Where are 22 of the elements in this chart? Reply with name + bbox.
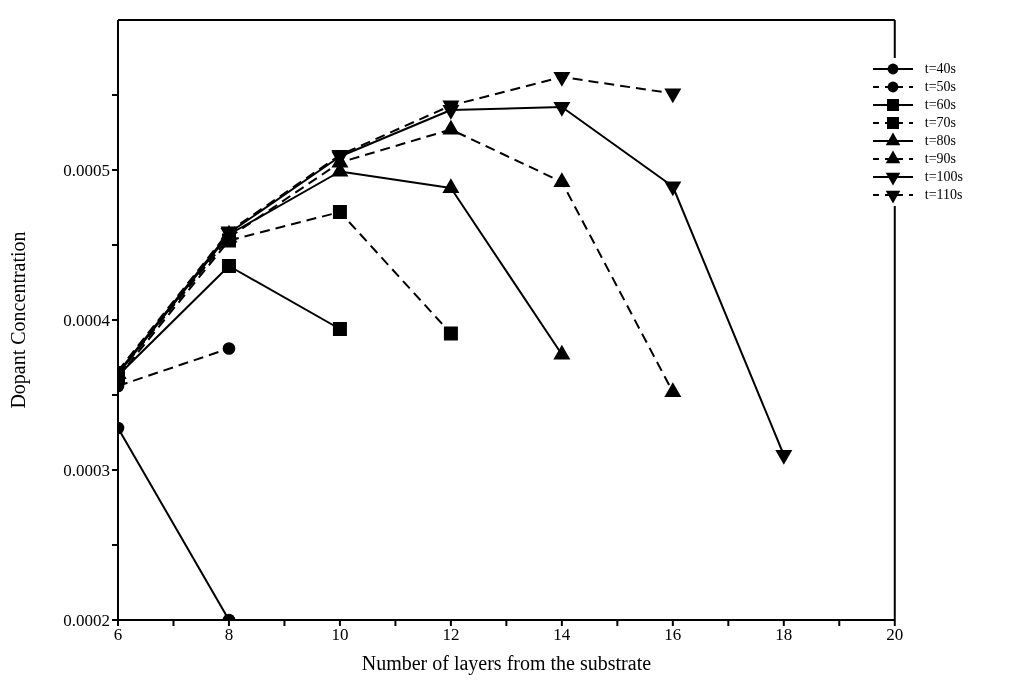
legend-label: t=50s	[924, 79, 956, 95]
x-tick-label: 18	[775, 625, 793, 645]
x-tick-label: 20	[886, 625, 904, 645]
x-tick-label: 6	[113, 625, 123, 645]
x-tick-label: 10	[331, 625, 349, 645]
legend-label: t=40s	[924, 61, 956, 77]
x-axis-title: Number of layers from the substrate	[361, 652, 652, 675]
y-tick-label: 0.0003	[63, 461, 110, 481]
y-tick-label: 0.0005	[63, 161, 110, 181]
legend-label: t=110s	[924, 187, 963, 203]
x-tick-label: 14	[553, 625, 571, 645]
legend-label: t=80s	[924, 133, 956, 149]
y-tick-label: 0.0002	[63, 611, 110, 631]
legend-label: t=90s	[924, 151, 956, 167]
legend-label: t=70s	[924, 115, 956, 131]
legend-label: t=100s	[924, 169, 963, 185]
legend-label: t=60s	[924, 97, 956, 113]
x-tick-label: 12	[442, 625, 460, 645]
y-tick-label: 0.0004	[63, 311, 111, 331]
y-axis-title: Dopant Concentration	[7, 231, 31, 409]
x-tick-label: 8	[224, 625, 234, 645]
x-tick-label: 16	[664, 625, 682, 645]
